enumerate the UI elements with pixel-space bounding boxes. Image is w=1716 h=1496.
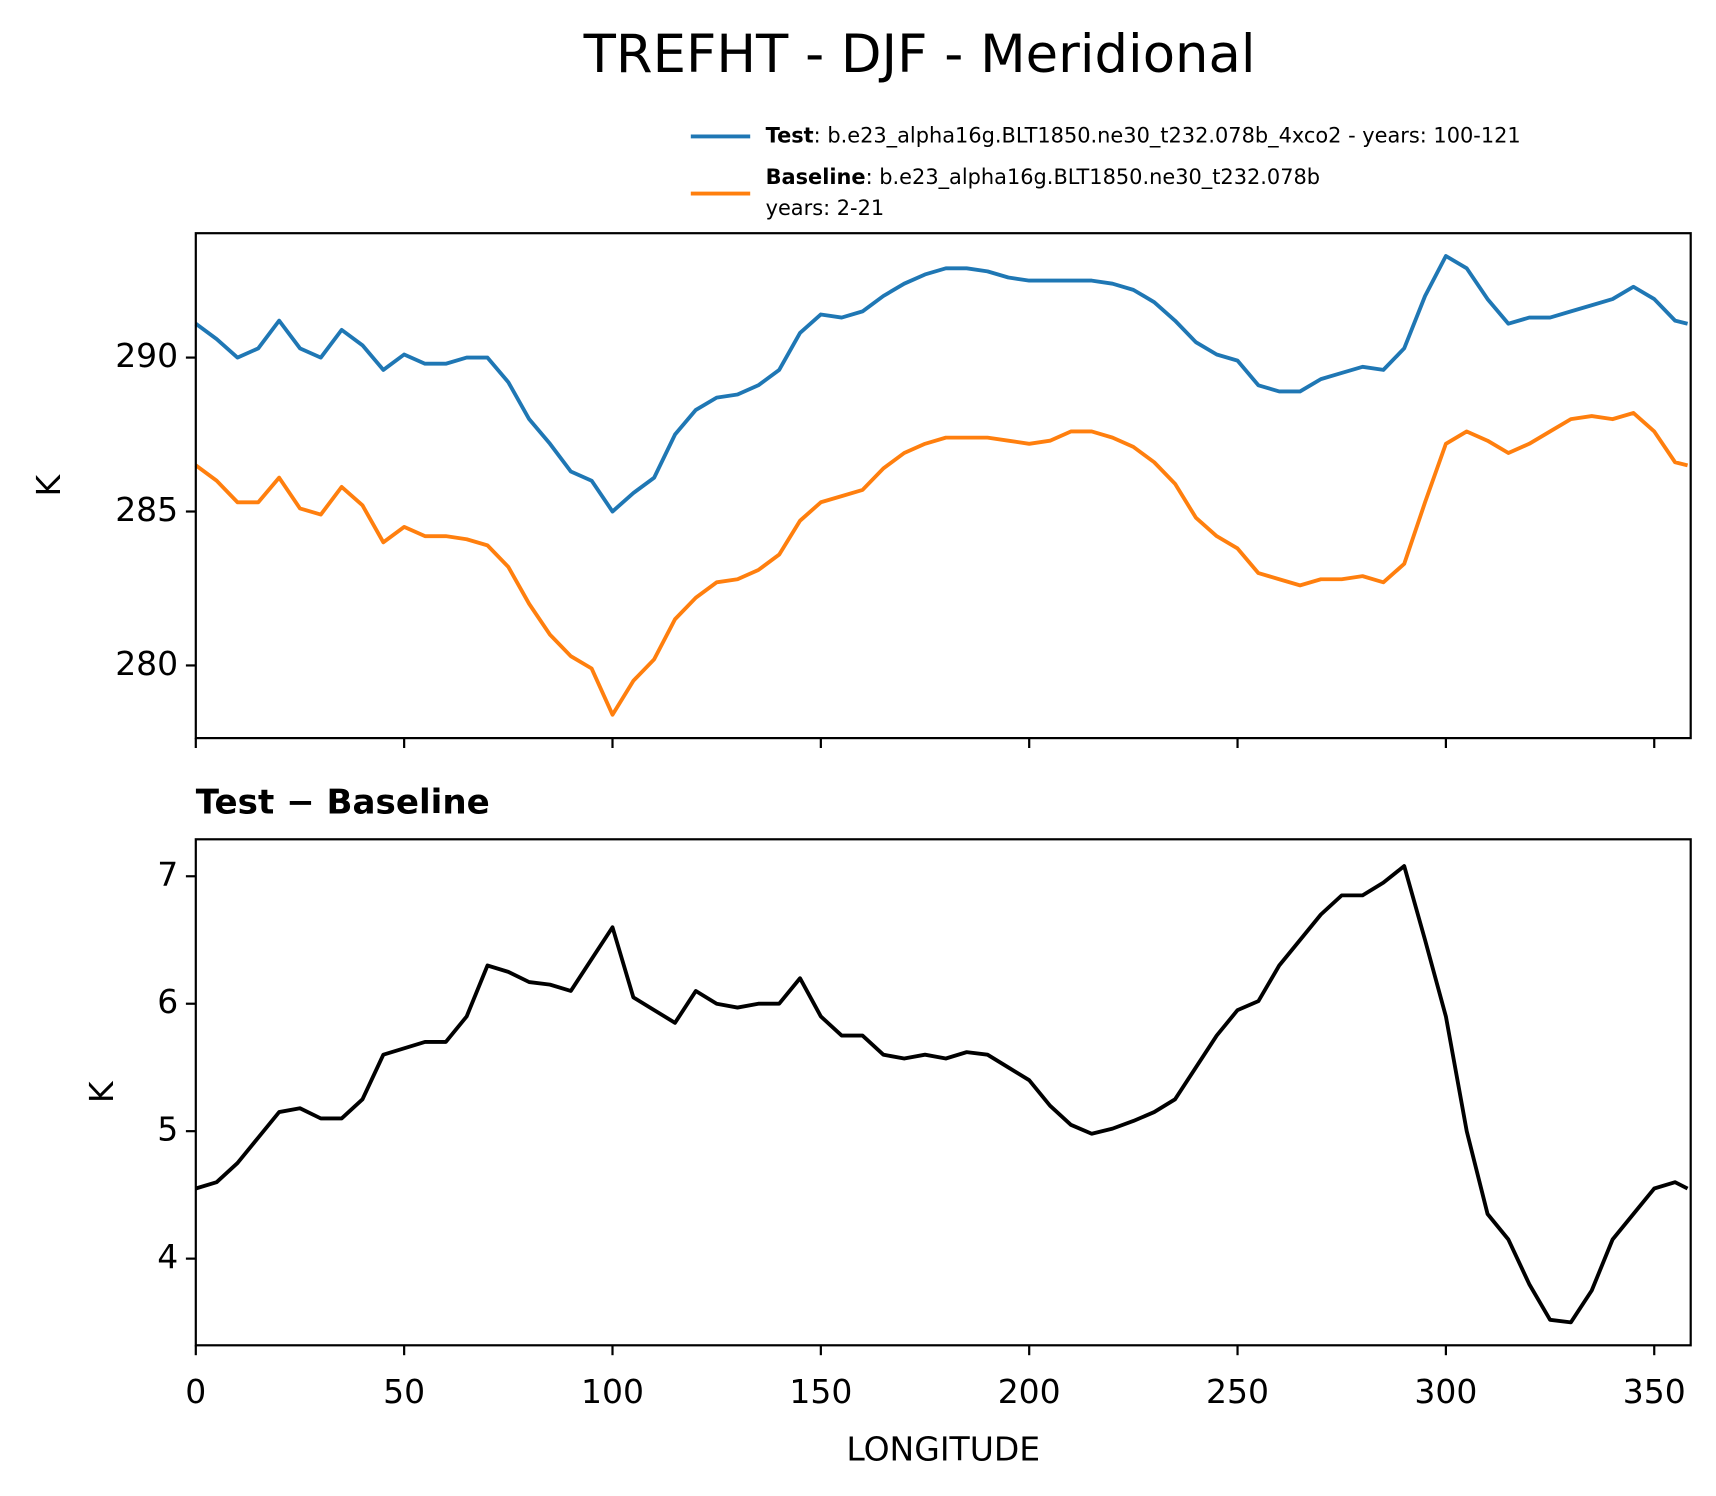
data-line bbox=[194, 254, 1689, 514]
axes-frame bbox=[194, 232, 1692, 740]
y-tick-label: 280 bbox=[115, 644, 178, 683]
y-tick-label: 7 bbox=[157, 855, 178, 894]
y-axis-label: K bbox=[82, 1080, 121, 1103]
legend-label: Baseline: b.e23_alpha16g.BLT1850.ne30_t2… bbox=[766, 165, 1320, 190]
y-axis-label: K bbox=[29, 473, 68, 496]
figure-title: TREFHT - DJF - Meridional bbox=[583, 24, 1256, 85]
data-line bbox=[194, 411, 1689, 717]
legend-description: years: 2-21 bbox=[766, 196, 885, 220]
x-tick-label: 200 bbox=[998, 1372, 1061, 1411]
x-tick-label: 0 bbox=[185, 1372, 206, 1411]
y-tick-label: 6 bbox=[157, 982, 178, 1021]
x-tick-label: 150 bbox=[789, 1372, 852, 1411]
y-tick-label: 290 bbox=[115, 336, 178, 375]
x-tick-label: 300 bbox=[1414, 1372, 1477, 1411]
x-axis-label: LONGITUDE bbox=[846, 1429, 1040, 1468]
x-tick-label: 100 bbox=[581, 1372, 644, 1411]
legend-name: Baseline bbox=[766, 165, 866, 189]
legend-name: Test bbox=[766, 123, 814, 147]
x-tick-label: 250 bbox=[1206, 1372, 1269, 1411]
y-tick-label: 285 bbox=[115, 490, 178, 529]
data-line bbox=[195, 864, 1689, 1325]
legend-label: Test: b.e23_alpha16g.BLT1850.ne30_t232.0… bbox=[766, 123, 1521, 148]
legend-description: : b.e23_alpha16g.BLT1850.ne30_t232.078b bbox=[866, 165, 1320, 190]
legend-description: : b.e23_alpha16g.BLT1850.ne30_t232.078b_… bbox=[814, 123, 1521, 148]
x-tick-label: 350 bbox=[1623, 1372, 1686, 1411]
y-tick-label: 4 bbox=[157, 1237, 178, 1276]
x-tick-label: 50 bbox=[383, 1372, 425, 1411]
y-tick-label: 5 bbox=[157, 1110, 178, 1149]
axes-frame bbox=[194, 838, 1692, 1347]
panel-title: Test − Baseline bbox=[196, 783, 490, 823]
